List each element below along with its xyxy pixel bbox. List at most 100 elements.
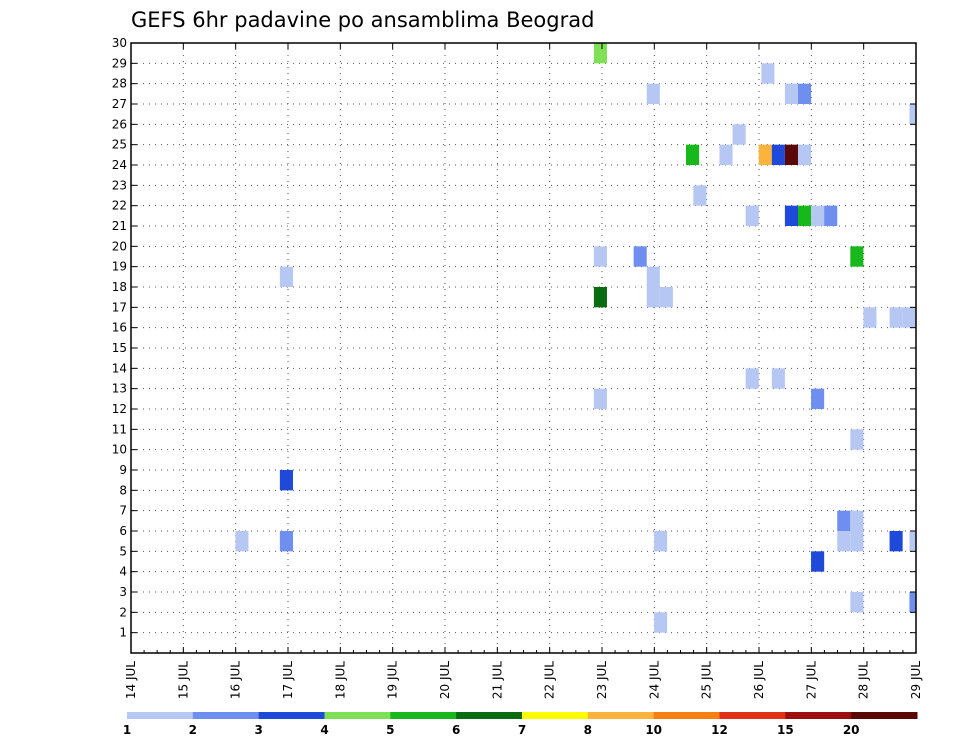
colorbar-legend: 1 2 3 4 5 6 7 8 10 12 15 20 [123, 712, 918, 737]
y-tick-label: 10 [112, 443, 127, 457]
precip-cell [633, 246, 647, 267]
precip-cell [654, 612, 668, 633]
y-axis-ticks: 1234567891011121314151617181920212223242… [112, 36, 916, 640]
y-tick-label: 15 [112, 341, 127, 355]
colorbar-label: 12 [711, 723, 728, 737]
precip-cell [279, 266, 293, 287]
y-tick-label: 3 [119, 585, 127, 599]
y-tick-label: 20 [112, 239, 127, 253]
precip-cell [837, 531, 851, 552]
y-tick-label: 21 [112, 219, 127, 233]
y-tick-label: 14 [112, 361, 127, 375]
precip-cell [279, 531, 293, 552]
precip-cell [685, 144, 700, 165]
x-tick-label: 23 JUL [595, 661, 609, 699]
colorbar-swatch [587, 712, 655, 719]
precip-cell [593, 287, 607, 308]
x-tick-label: 19 JUL [386, 661, 400, 699]
precip-cell [646, 287, 660, 308]
precip-cell [811, 551, 825, 572]
precip-cell [659, 287, 673, 308]
x-tick-label: 20 JUL [438, 661, 452, 699]
y-tick-label: 11 [112, 422, 127, 436]
precip-cell [771, 144, 785, 165]
precip-cell [235, 531, 249, 552]
precip-cell [797, 83, 812, 104]
precip-cell [811, 388, 825, 409]
precip-cell [902, 307, 916, 328]
y-tick-label: 29 [112, 56, 127, 70]
x-tick-label: 16 JUL [229, 661, 243, 699]
y-tick-label: 25 [112, 138, 127, 152]
colorbar-swatch [719, 712, 786, 719]
colorbar-label: 20 [843, 723, 860, 737]
y-tick-label: 17 [112, 300, 127, 314]
grid-lines [130, 42, 917, 653]
y-tick-label: 8 [119, 483, 127, 497]
colorbar-swatch [324, 712, 391, 719]
precip-cell [784, 205, 798, 226]
y-tick-label: 7 [119, 504, 127, 518]
colorbar-swatch [258, 712, 325, 719]
x-tick-label: 15 JUL [176, 661, 190, 699]
colorbar-label: 8 [584, 723, 592, 737]
precip-cell [850, 246, 864, 267]
y-tick-label: 22 [112, 199, 127, 213]
y-tick-label: 27 [112, 97, 127, 111]
x-tick-label: 27 JUL [804, 661, 818, 699]
precip-cell [593, 388, 607, 409]
x-axis-ticks: 14 JUL 15 JUL 16 JUL 17 JUL 18 JUL 19 JUL 20 J… [124, 43, 923, 699]
x-tick-label: 26 JUL [752, 661, 766, 699]
precip-cell [745, 205, 759, 226]
x-tick-label: 28 JUL [857, 661, 871, 699]
precip-cell [646, 266, 660, 287]
x-tick-label: 17 JUL [281, 661, 295, 699]
colorbar-label: 2 [189, 723, 197, 737]
precip-cell [758, 144, 772, 165]
precip-cell [761, 63, 775, 84]
precip-cell [824, 205, 838, 226]
precip-cell [646, 83, 660, 104]
y-tick-label: 19 [112, 260, 127, 274]
colorbar-swatch [653, 712, 720, 719]
precip-cell [811, 205, 825, 226]
plot-frame [130, 42, 917, 654]
colorbar-swatch [192, 712, 260, 719]
y-tick-label: 2 [119, 605, 127, 619]
colorbar-label: 3 [254, 723, 262, 737]
y-tick-label: 24 [112, 158, 127, 172]
y-tick-label: 16 [112, 321, 127, 335]
precip-cell [889, 531, 903, 552]
precip-cell [719, 144, 733, 165]
precip-cells [235, 43, 916, 633]
precip-cell [593, 43, 607, 64]
colorbar-label: 1 [123, 723, 131, 737]
y-tick-label: 13 [112, 382, 127, 396]
precip-cell [771, 368, 785, 389]
x-tick-label: 21 JUL [490, 661, 504, 699]
colorbar-swatch [390, 712, 457, 719]
precip-cell [279, 470, 293, 491]
colorbar-swatch [522, 712, 589, 719]
y-tick-label: 4 [119, 565, 127, 579]
colorbar-label: 6 [452, 723, 460, 737]
precip-cell [850, 592, 864, 613]
chart-title: GEFS 6hr padavine po ansamblima Beograd [131, 8, 594, 32]
precip-cell [909, 592, 916, 613]
precip-cell [850, 510, 864, 531]
precip-cell [797, 144, 812, 165]
precip-cell [745, 368, 759, 389]
precip-cell [850, 531, 864, 552]
y-tick-label: 5 [119, 544, 127, 558]
precip-cell [784, 144, 798, 165]
x-tick-label: 25 JUL [700, 661, 714, 699]
precip-cell [837, 510, 851, 531]
colorbar-label: 7 [518, 723, 526, 737]
y-tick-label: 6 [119, 524, 127, 538]
x-tick-label: 18 JUL [333, 661, 347, 699]
precip-cell [693, 185, 707, 206]
colorbar-label: 10 [645, 723, 662, 737]
y-tick-label: 28 [112, 77, 127, 91]
precip-cell [732, 124, 746, 145]
